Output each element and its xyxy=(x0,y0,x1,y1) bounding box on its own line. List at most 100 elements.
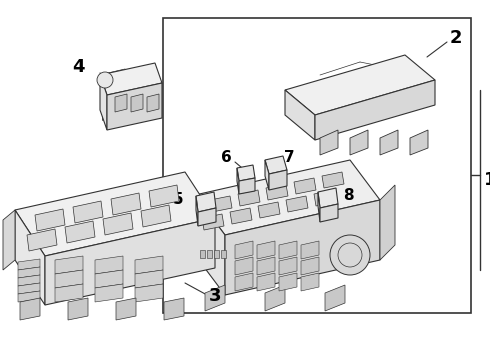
Polygon shape xyxy=(198,208,216,226)
Polygon shape xyxy=(257,273,275,291)
Polygon shape xyxy=(68,298,88,320)
Polygon shape xyxy=(265,156,287,174)
Polygon shape xyxy=(205,285,225,311)
Bar xyxy=(207,250,212,258)
Polygon shape xyxy=(95,256,123,274)
Polygon shape xyxy=(116,298,136,320)
Polygon shape xyxy=(322,172,344,188)
Polygon shape xyxy=(410,130,428,155)
Text: 3: 3 xyxy=(209,287,221,305)
Polygon shape xyxy=(18,259,40,270)
Polygon shape xyxy=(95,284,123,302)
Bar xyxy=(200,250,205,258)
Polygon shape xyxy=(73,201,103,223)
Polygon shape xyxy=(149,185,179,207)
Polygon shape xyxy=(20,298,40,320)
Polygon shape xyxy=(294,178,316,194)
Polygon shape xyxy=(18,267,40,278)
Polygon shape xyxy=(135,270,163,288)
Polygon shape xyxy=(325,285,345,311)
Polygon shape xyxy=(55,270,83,288)
Polygon shape xyxy=(100,75,107,130)
Polygon shape xyxy=(135,284,163,302)
Polygon shape xyxy=(235,273,253,291)
Polygon shape xyxy=(258,202,280,218)
Polygon shape xyxy=(103,213,133,235)
Polygon shape xyxy=(210,196,232,212)
Polygon shape xyxy=(18,283,40,294)
Polygon shape xyxy=(18,275,40,286)
Polygon shape xyxy=(147,94,159,112)
Text: 2: 2 xyxy=(450,29,463,47)
Polygon shape xyxy=(279,273,297,291)
Polygon shape xyxy=(3,210,15,270)
Polygon shape xyxy=(196,192,216,212)
Bar xyxy=(214,250,219,258)
Polygon shape xyxy=(111,193,141,215)
Polygon shape xyxy=(196,196,198,226)
Polygon shape xyxy=(230,208,252,224)
Polygon shape xyxy=(318,188,338,208)
Polygon shape xyxy=(55,284,83,302)
Text: 7: 7 xyxy=(284,149,294,165)
Polygon shape xyxy=(195,195,225,295)
Polygon shape xyxy=(257,257,275,275)
Polygon shape xyxy=(265,285,285,311)
Polygon shape xyxy=(35,209,65,231)
Text: 6: 6 xyxy=(221,150,232,166)
Polygon shape xyxy=(45,218,215,305)
Polygon shape xyxy=(95,270,123,288)
Polygon shape xyxy=(266,184,288,200)
Polygon shape xyxy=(225,200,380,295)
Polygon shape xyxy=(15,210,45,305)
Polygon shape xyxy=(286,196,308,212)
Polygon shape xyxy=(239,178,255,194)
Polygon shape xyxy=(320,204,338,222)
Polygon shape xyxy=(238,190,260,206)
Text: 8: 8 xyxy=(343,189,354,203)
Polygon shape xyxy=(164,298,184,320)
Polygon shape xyxy=(135,256,163,274)
Polygon shape xyxy=(55,256,83,274)
Polygon shape xyxy=(237,168,239,194)
Polygon shape xyxy=(285,55,435,115)
Polygon shape xyxy=(180,195,195,275)
Polygon shape xyxy=(115,94,127,112)
Polygon shape xyxy=(65,221,95,243)
Polygon shape xyxy=(301,257,319,275)
Circle shape xyxy=(97,72,113,88)
Polygon shape xyxy=(257,241,275,259)
Polygon shape xyxy=(350,130,368,155)
Polygon shape xyxy=(380,185,395,260)
Polygon shape xyxy=(235,257,253,275)
Text: 1: 1 xyxy=(484,171,490,189)
Polygon shape xyxy=(131,94,143,112)
Polygon shape xyxy=(380,130,398,155)
Text: 5: 5 xyxy=(172,193,183,207)
Bar xyxy=(163,18,471,313)
Polygon shape xyxy=(107,83,162,130)
Polygon shape xyxy=(320,130,338,155)
Polygon shape xyxy=(279,241,297,259)
Polygon shape xyxy=(195,160,380,235)
Polygon shape xyxy=(301,273,319,291)
Polygon shape xyxy=(318,192,320,222)
Polygon shape xyxy=(15,172,215,256)
Polygon shape xyxy=(285,90,315,140)
Polygon shape xyxy=(235,241,253,259)
Polygon shape xyxy=(141,205,171,227)
Polygon shape xyxy=(265,160,269,190)
Polygon shape xyxy=(279,257,297,275)
Text: 4: 4 xyxy=(73,58,85,76)
Polygon shape xyxy=(301,241,319,259)
Polygon shape xyxy=(315,80,435,140)
Bar xyxy=(221,250,226,258)
Polygon shape xyxy=(314,190,336,206)
Polygon shape xyxy=(202,214,224,230)
Polygon shape xyxy=(100,63,162,95)
Polygon shape xyxy=(27,229,57,251)
Polygon shape xyxy=(237,165,255,181)
Polygon shape xyxy=(18,291,40,302)
Circle shape xyxy=(330,235,370,275)
Polygon shape xyxy=(269,170,287,190)
